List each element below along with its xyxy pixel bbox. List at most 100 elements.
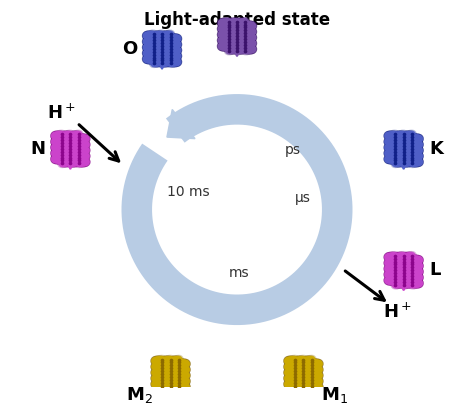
Point [158,46,166,52]
Point [233,42,241,48]
Point [175,362,183,369]
Point [167,60,174,66]
Point [158,368,166,374]
Point [158,377,166,383]
Point [66,151,74,158]
Point [392,140,399,146]
Point [75,149,82,155]
Point [150,46,157,52]
Point [308,377,316,383]
Point [158,51,166,58]
Point [242,33,249,39]
Point [400,256,408,262]
Point [158,31,166,38]
Point [308,385,316,392]
Point [66,154,74,161]
Point [300,365,307,371]
Point [175,379,183,386]
Point [225,36,232,42]
Point [225,24,232,31]
Point [242,21,249,28]
Point [392,137,399,143]
Point [158,382,166,389]
Point [400,143,408,149]
Point [408,140,416,146]
Point [408,131,416,138]
Point [408,256,416,262]
Point [66,134,74,141]
Point [400,131,408,138]
Point [408,261,416,268]
Text: M$_2$: M$_2$ [127,385,153,405]
Point [58,151,66,158]
Text: μs: μs [295,191,310,205]
Point [225,21,232,28]
Point [400,140,408,146]
Text: H$^+$: H$^+$ [383,302,411,322]
Point [66,131,74,138]
Point [233,30,241,36]
Point [408,151,416,158]
Point [392,256,399,262]
Point [158,356,166,363]
Point [158,365,166,371]
Point [300,377,307,383]
Point [167,365,174,371]
Point [242,45,249,51]
Point [400,264,408,271]
Point [75,131,82,138]
Point [400,253,408,259]
Point [225,18,232,25]
Point [308,362,316,369]
Point [308,382,316,389]
Point [150,37,157,43]
Point [158,362,166,369]
Point [400,281,408,288]
Point [167,51,174,58]
Point [58,140,66,146]
Point [408,134,416,141]
Point [242,38,249,45]
Point [408,267,416,273]
Point [400,154,408,161]
Point [150,43,157,49]
Point [400,160,408,166]
Point [167,40,174,46]
Point [158,60,166,66]
Point [392,154,399,161]
Point [392,273,399,279]
Point [233,24,241,31]
Point [167,362,174,369]
Point [175,371,183,377]
Point [167,57,174,64]
Point [58,137,66,143]
Point [300,379,307,386]
Point [175,377,183,383]
Point [400,270,408,276]
Point [66,137,74,143]
Polygon shape [167,109,195,139]
Point [58,131,66,138]
Point [392,146,399,152]
Point [392,261,399,268]
Point [75,134,82,141]
Point [233,33,241,39]
Point [225,33,232,39]
Point [167,374,174,380]
Point [408,157,416,164]
Point [291,371,299,377]
Point [66,157,74,164]
Point [300,368,307,374]
Point [158,43,166,49]
Point [300,362,307,369]
Point [392,253,399,259]
Point [242,36,249,42]
Point [175,385,183,392]
Point [167,49,174,55]
Point [308,359,316,366]
Point [300,359,307,366]
Point [158,57,166,64]
Text: Light-adapted state: Light-adapted state [144,11,330,29]
Point [167,43,174,49]
Point [167,31,174,38]
